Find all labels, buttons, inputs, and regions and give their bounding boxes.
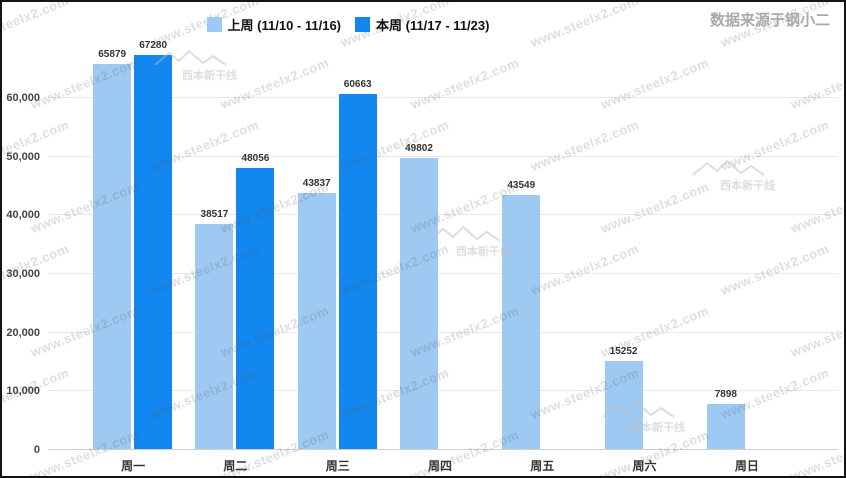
x-category-label: 周日 <box>734 459 759 473</box>
legend-swatch-last-week <box>206 17 222 32</box>
x-category-label: 周五 <box>530 459 555 473</box>
bar-value-label: 15252 <box>609 345 638 357</box>
bar-last-week <box>706 403 745 450</box>
legend-item-last-week[interactable]: 上周 (11/10 - 11/16) <box>206 15 341 34</box>
bar-last-week <box>502 194 541 450</box>
x-axis-line <box>48 449 838 450</box>
bar-value-label: 60663 <box>343 79 372 91</box>
bar-value-label: 43837 <box>302 177 331 189</box>
legend-item-this-week[interactable]: 本周 (11/17 - 11/23) <box>355 15 489 34</box>
bar-value-label: 65879 <box>98 48 127 60</box>
bar-last-week <box>400 157 438 450</box>
legend-label-last-week: 上周 (11/10 - 11/16) <box>227 18 341 33</box>
x-category-label: 周二 <box>223 459 248 473</box>
gridline <box>48 214 838 216</box>
y-tick-label: 0 <box>33 444 40 456</box>
bar-value-label: 67280 <box>139 40 168 52</box>
y-tick-label: 10,000 <box>6 385 40 398</box>
gridline <box>48 390 838 392</box>
legend-label-this-week: 本周 (11/17 - 11/23) <box>376 18 490 33</box>
y-tick-label: 40,000 <box>6 209 40 222</box>
x-category-label: 周六 <box>632 459 657 473</box>
bar-band: 周一 65879 67280 周二 38517 48056 周三 43837 60663 周四 49… <box>82 40 798 473</box>
data-source-label: 数据来源于钢小二 <box>709 12 830 29</box>
bar-last-week <box>93 63 132 450</box>
bar-last-week <box>297 192 336 450</box>
y-tick-label: 20,000 <box>6 326 40 339</box>
legend: 上周 (11/10 - 11/16) 本周 (11/17 - 11/23) <box>2 15 694 34</box>
gridline <box>48 331 838 333</box>
bar-this-week <box>134 55 173 450</box>
y-tick-label: 30,000 <box>6 268 40 280</box>
bar-value-label: 48056 <box>241 153 270 165</box>
bar-value-label: 49802 <box>405 142 433 154</box>
x-category-label: 周一 <box>121 459 146 473</box>
gridline <box>48 97 838 98</box>
y-tick-label: 50,000 <box>6 150 40 163</box>
legend-swatch-this-week <box>355 17 370 32</box>
bar-last-week <box>195 224 234 450</box>
bar-last-week <box>604 360 643 450</box>
x-category-label: 周四 <box>427 459 453 473</box>
x-category-label: 周三 <box>325 459 350 473</box>
bar-this-week <box>236 168 275 450</box>
bar-value-label: 38517 <box>200 209 229 221</box>
gridline <box>48 155 838 157</box>
bar-value-label: 7898 <box>714 388 737 400</box>
bar-this-week <box>338 94 377 450</box>
bar-value-label: 43549 <box>507 179 536 191</box>
y-tick-label: 60,000 <box>6 92 40 104</box>
gridline <box>48 273 838 274</box>
plot-area: 0 10,000 20,000 30,000 40,000 50,000 60,000 周一… <box>6 40 838 473</box>
